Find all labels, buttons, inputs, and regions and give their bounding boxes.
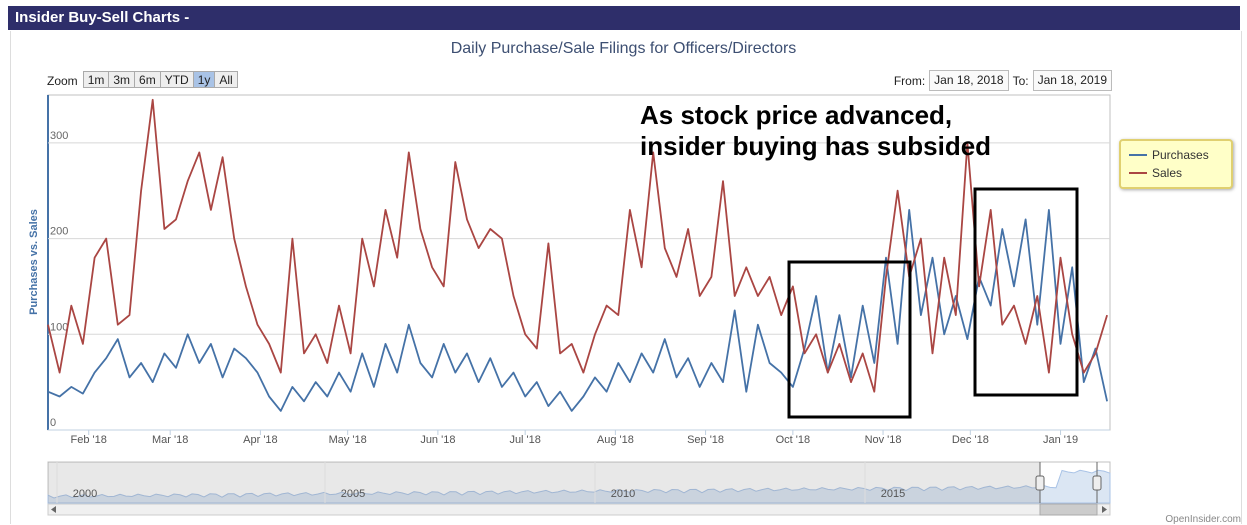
annotation-text: As stock price advanced, insider buying … bbox=[640, 100, 991, 162]
y-tick-label: 300 bbox=[50, 130, 68, 142]
navigator-handle[interactable] bbox=[1092, 475, 1102, 491]
legend-label-purchases: Purchases bbox=[1152, 148, 1209, 162]
chart-title: Daily Purchase/Sale Filings for Officers… bbox=[450, 40, 797, 57]
footer-credit: OpenInsider.com bbox=[1165, 514, 1241, 525]
zoom-label: Zoom bbox=[47, 74, 78, 88]
scroll-right-arrow-icon[interactable] bbox=[1102, 506, 1107, 513]
legend-swatch-purchases bbox=[1129, 154, 1147, 156]
navigator-series-area bbox=[47, 469, 1111, 504]
x-tick-label: Jun '18 bbox=[420, 434, 455, 446]
date-range: From: Jan 18, 2018 To: Jan 18, 2019 bbox=[890, 70, 1112, 91]
chart-legend[interactable]: Purchases Sales bbox=[1119, 139, 1233, 189]
x-tick-label: Mar '18 bbox=[152, 434, 188, 446]
zoom-all-button[interactable]: All bbox=[214, 71, 238, 88]
x-tick-label: Feb '18 bbox=[71, 434, 107, 446]
x-tick-label: Aug '18 bbox=[597, 434, 634, 446]
x-tick-label: Oct '18 bbox=[776, 434, 811, 446]
scrollbar-thumb[interactable] bbox=[1039, 503, 1098, 516]
header-title: Insider Buy-Sell Charts - bbox=[15, 9, 190, 26]
to-date-input[interactable]: Jan 18, 2019 bbox=[1032, 70, 1112, 91]
zoom-ytd-button[interactable]: YTD bbox=[159, 71, 194, 88]
x-tick-label: Sep '18 bbox=[687, 434, 724, 446]
annotation-line-1: As stock price advanced, bbox=[640, 100, 953, 130]
navigator-label: 2000 bbox=[73, 488, 97, 500]
from-date-input[interactable]: Jan 18, 2018 bbox=[929, 70, 1009, 91]
y-tick-label: 0 bbox=[50, 417, 56, 429]
zoom-1m-button[interactable]: 1m bbox=[82, 71, 110, 88]
highlight-box-dec-jan bbox=[973, 187, 1079, 397]
navigator-handle[interactable] bbox=[1035, 475, 1045, 491]
x-tick-label: May '18 bbox=[329, 434, 367, 446]
legend-swatch-sales bbox=[1129, 172, 1147, 174]
chart-frame bbox=[10, 31, 1242, 524]
zoom-3m-button[interactable]: 3m bbox=[108, 71, 136, 88]
navigator-scrollbar bbox=[47, 503, 1111, 516]
highlight-box-oct-nov bbox=[787, 260, 912, 419]
x-tick-label: Dec '18 bbox=[952, 434, 989, 446]
y-tick-label: 100 bbox=[50, 321, 68, 333]
legend-item-sales[interactable]: Sales bbox=[1129, 166, 1182, 180]
legend-item-purchases[interactable]: Purchases bbox=[1129, 148, 1209, 162]
navigator-label: 2010 bbox=[611, 488, 635, 500]
series-line-sales bbox=[47, 98, 1108, 393]
legend-label-sales: Sales bbox=[1152, 166, 1183, 180]
from-label: From: bbox=[893, 73, 926, 88]
x-tick-label: Jul '18 bbox=[509, 434, 540, 446]
navigator-label: 2005 bbox=[341, 488, 365, 500]
page-header: Insider Buy-Sell Charts - bbox=[8, 6, 1240, 30]
to-label: To: bbox=[1012, 73, 1029, 88]
series-line-purchases bbox=[47, 209, 1108, 412]
scroll-left-arrow-icon[interactable] bbox=[51, 506, 56, 513]
x-tick-label: Nov '18 bbox=[865, 434, 902, 446]
y-axis-label: Purchases vs. Sales bbox=[28, 209, 40, 315]
zoom-controls: Zoom 1m 3m 6m YTD 1y All bbox=[47, 71, 238, 88]
navigator-mask bbox=[48, 462, 1040, 503]
annotation-line-2: insider buying has subsided bbox=[640, 131, 992, 161]
y-tick-label: 200 bbox=[50, 226, 68, 238]
x-tick-label: Apr '18 bbox=[243, 434, 278, 446]
navigator-label: 2015 bbox=[881, 488, 905, 500]
x-tick-label: Jan '19 bbox=[1043, 434, 1078, 446]
